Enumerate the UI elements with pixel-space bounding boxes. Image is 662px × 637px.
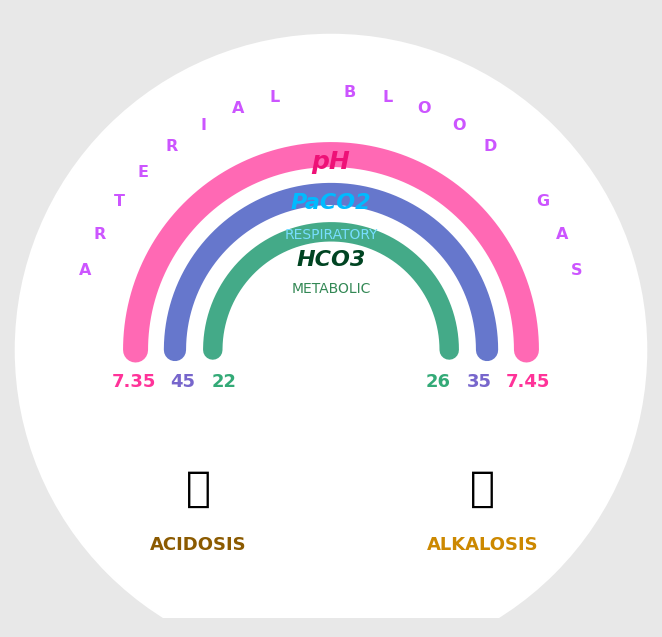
Circle shape: [16, 35, 646, 637]
Text: O: O: [452, 118, 465, 133]
Text: 7.35: 7.35: [112, 373, 156, 390]
Text: 7.45: 7.45: [506, 373, 550, 390]
Text: pH: pH: [312, 150, 350, 175]
Text: 35: 35: [467, 373, 492, 390]
Text: A: A: [232, 101, 244, 117]
Text: METABOLIC: METABOLIC: [291, 282, 371, 296]
Text: B: B: [344, 85, 356, 100]
Text: E: E: [138, 165, 149, 180]
Text: S: S: [571, 262, 583, 278]
Text: D: D: [484, 139, 497, 154]
Text: HCO3: HCO3: [297, 250, 365, 270]
Text: 💩: 💩: [186, 468, 211, 510]
Text: T: T: [114, 194, 124, 210]
Text: PaCO2: PaCO2: [291, 194, 371, 213]
Text: A: A: [79, 262, 91, 278]
Text: L: L: [269, 90, 279, 105]
Text: O: O: [418, 101, 431, 117]
Text: R: R: [93, 227, 106, 242]
Text: G: G: [536, 194, 549, 210]
Text: A: A: [556, 227, 569, 242]
Text: R: R: [166, 139, 177, 154]
Text: 🤮: 🤮: [470, 468, 495, 510]
Text: 26: 26: [426, 373, 451, 390]
Text: ALKALOSIS: ALKALOSIS: [426, 536, 538, 554]
Text: RESPIRATORY: RESPIRATORY: [284, 228, 378, 242]
Text: ACIDOSIS: ACIDOSIS: [150, 536, 247, 554]
Text: I: I: [200, 118, 206, 133]
Text: 45: 45: [170, 373, 195, 390]
Text: L: L: [383, 90, 393, 105]
Text: 22: 22: [211, 373, 236, 390]
